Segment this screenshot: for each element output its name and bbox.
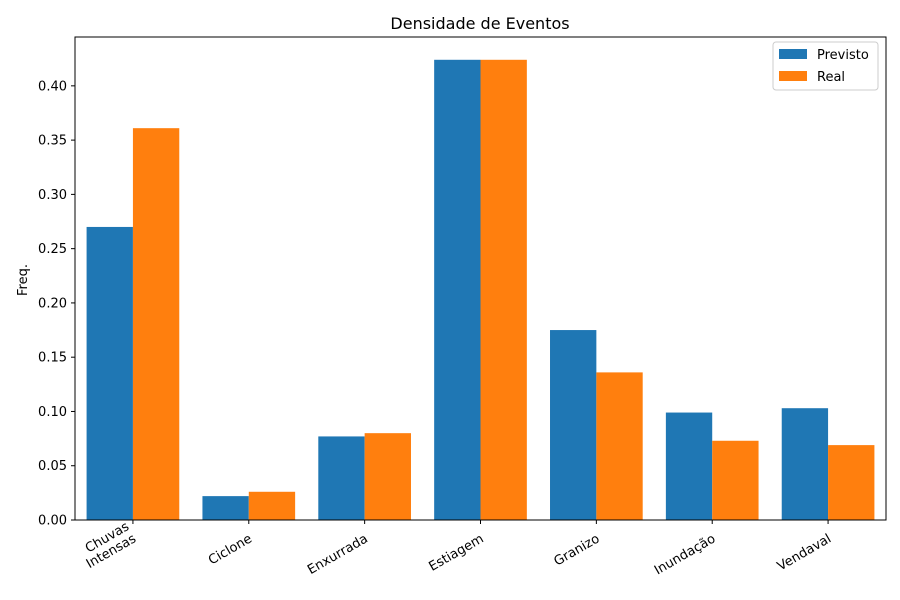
y-tick-label-7: 0.35 xyxy=(38,134,67,149)
x-tick-label-1: Ciclone xyxy=(206,531,255,568)
legend-label-real: Real xyxy=(817,70,845,85)
bar-real-3 xyxy=(480,59,527,520)
x-tick-label-0: ChuvasIntensas xyxy=(77,519,139,572)
y-tick-label-5: 0.25 xyxy=(38,242,67,257)
y-tick-label-0: 0.00 xyxy=(38,514,67,529)
bar-real-4 xyxy=(596,372,643,520)
plot-frame xyxy=(74,36,887,521)
y-tick-label-2: 0.10 xyxy=(38,405,67,420)
y-tick-label-6: 0.30 xyxy=(38,188,67,203)
x-axis: ChuvasIntensas Ciclone Enxurrada Estiagem Gr… xyxy=(77,519,834,578)
y-axis: 0.00 0.05 0.10 0.15 0.20 0.25 0.30 0.35 0.40 xyxy=(38,79,75,529)
bar-real-6 xyxy=(828,445,875,520)
bar-previsto-5 xyxy=(665,412,713,520)
legend-label-previsto: Previsto xyxy=(817,48,869,63)
bar-previsto-0 xyxy=(86,226,133,520)
bar-real-5 xyxy=(712,440,759,520)
legend-swatch-real xyxy=(779,71,807,81)
bar-real-1 xyxy=(248,491,296,520)
bar-previsto-1 xyxy=(202,496,249,520)
y-tick-label-1: 0.05 xyxy=(38,459,67,474)
legend-swatch-previsto xyxy=(779,49,807,59)
bar-previsto-4 xyxy=(550,330,597,520)
bars-group xyxy=(86,59,875,520)
y-tick-label-4: 0.20 xyxy=(38,296,67,311)
x-tick-label-3: Estiagem xyxy=(427,531,487,574)
x-tick-label-6: Vendaval xyxy=(775,531,834,574)
x-tick-label-5: Inundação xyxy=(652,531,718,578)
bar-previsto-6 xyxy=(781,408,829,520)
bar-previsto-3 xyxy=(434,59,481,520)
y-tick-label-3: 0.15 xyxy=(38,351,67,366)
legend: Previsto Real xyxy=(772,41,879,91)
x-tick-label-4: Granizo xyxy=(552,531,603,569)
bar-previsto-2 xyxy=(318,436,365,520)
y-tick-label-8: 0.40 xyxy=(38,79,67,94)
x-tick-label-2: Enxurrada xyxy=(305,531,371,578)
chart-title: Densidade de Eventos xyxy=(390,14,569,33)
bar-real-2 xyxy=(364,433,411,520)
y-axis-label: Freq. xyxy=(16,264,31,296)
bar-real-0 xyxy=(132,128,180,520)
